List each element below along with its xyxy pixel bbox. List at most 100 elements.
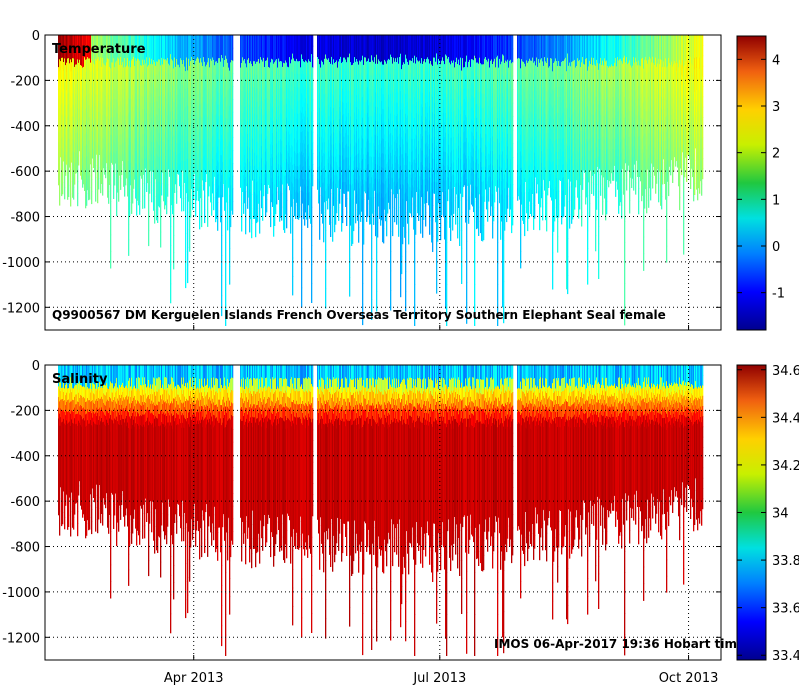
heatmap-cell — [175, 130, 177, 142]
heatmap-cell — [117, 180, 119, 193]
heatmap-cell — [280, 100, 282, 114]
heatmap-cell — [119, 145, 121, 156]
heatmap-cell — [217, 174, 219, 189]
heatmap-cell — [214, 166, 216, 177]
heatmap-cell — [115, 71, 117, 82]
heatmap-cell — [168, 159, 170, 170]
heatmap-cell — [178, 114, 180, 125]
heatmap-cell — [275, 98, 277, 113]
heatmap-cell — [103, 53, 105, 64]
heatmap-cell — [74, 152, 76, 164]
heatmap-cell — [290, 35, 292, 50]
heatmap-cell — [108, 143, 110, 156]
heatmap-cell — [181, 198, 183, 212]
heatmap-cell — [80, 85, 82, 96]
heatmap-cell — [247, 171, 249, 185]
heatmap-cell — [158, 144, 160, 158]
heatmap-cell — [70, 96, 72, 109]
heatmap-cell — [186, 35, 188, 47]
heatmap-cell — [208, 58, 210, 71]
heatmap-cell — [118, 129, 120, 143]
heatmap-cell — [217, 160, 219, 175]
heatmap-cell — [142, 47, 144, 61]
heatmap-cell — [85, 133, 87, 147]
heatmap-cell — [244, 94, 246, 108]
heatmap-cell — [214, 115, 216, 127]
heatmap-cell — [284, 175, 286, 191]
heatmap-cell — [276, 155, 278, 169]
heatmap-cell — [353, 216, 355, 232]
heatmap-cell — [168, 44, 170, 55]
heatmap-cell — [290, 49, 292, 64]
heatmap-cell — [203, 35, 205, 47]
heatmap-cell — [153, 185, 155, 199]
heatmap-cell — [201, 158, 203, 173]
heatmap-cell — [177, 153, 179, 164]
heatmap-cell — [103, 129, 105, 140]
heatmap-cell — [229, 106, 231, 125]
heatmap-cell — [230, 117, 232, 132]
heatmap-cell — [113, 140, 115, 153]
heatmap-cell — [73, 140, 75, 153]
heatmap-cell — [257, 128, 259, 142]
heatmap-cell — [132, 95, 134, 108]
heatmap-cell — [70, 181, 72, 195]
heatmap-cell — [271, 165, 273, 179]
heatmap-cell — [59, 168, 61, 182]
heatmap-cell — [254, 192, 256, 206]
heatmap-cell — [113, 93, 115, 106]
heatmap-cell — [93, 101, 95, 112]
heatmap-cell — [192, 109, 194, 123]
heatmap-cell — [87, 57, 89, 69]
heatmap-cell — [164, 121, 166, 135]
heatmap-cell — [149, 136, 151, 149]
heatmap-cell — [179, 110, 181, 122]
heatmap-cell — [269, 111, 271, 123]
heatmap-cell — [193, 152, 195, 165]
heatmap-cell — [312, 174, 314, 187]
heatmap-cell — [73, 152, 75, 165]
heatmap-cell — [150, 122, 152, 133]
heatmap-cell — [220, 75, 222, 89]
heatmap-cell — [226, 154, 228, 167]
heatmap-cell — [255, 121, 257, 137]
heatmap-cell — [129, 99, 131, 113]
heatmap-cell — [141, 157, 143, 169]
heatmap-cell — [125, 174, 127, 186]
heatmap-cell — [177, 35, 179, 46]
heatmap-cell — [209, 88, 211, 101]
heatmap-cell — [270, 48, 272, 63]
heatmap-cell — [197, 57, 199, 69]
heatmap-cell — [263, 69, 265, 82]
heatmap-cell — [292, 35, 294, 55]
heatmap-cell — [84, 90, 86, 103]
heatmap-cell — [242, 102, 244, 114]
heatmap-cell — [284, 35, 286, 50]
heatmap-cell — [152, 44, 154, 55]
heatmap-cell — [202, 148, 204, 160]
heatmap-cell — [219, 69, 221, 82]
heatmap-cell — [178, 144, 180, 155]
heatmap-cell — [311, 226, 313, 246]
heatmap-cell — [275, 47, 277, 62]
heatmap-cell — [90, 44, 92, 54]
heatmap-cell — [196, 152, 198, 166]
heatmap-cell — [86, 120, 88, 133]
heatmap-cell — [296, 70, 298, 84]
heatmap-cell — [111, 153, 113, 163]
heatmap-cell — [180, 81, 182, 94]
heatmap-cell — [260, 57, 262, 69]
heatmap-cell — [230, 158, 232, 173]
heatmap-cell — [253, 166, 255, 180]
heatmap-cell — [257, 35, 259, 49]
heatmap-cell — [63, 142, 65, 153]
heatmap-cell — [123, 67, 125, 79]
heatmap-cell — [290, 105, 292, 121]
heatmap-cell — [142, 84, 144, 98]
heatmap-cell — [93, 148, 95, 159]
heatmap-cell — [192, 59, 194, 73]
heatmap-cell — [62, 69, 64, 81]
heatmap-cell — [254, 87, 256, 101]
heatmap-cell — [244, 35, 246, 48]
heatmap-cell — [288, 77, 290, 90]
